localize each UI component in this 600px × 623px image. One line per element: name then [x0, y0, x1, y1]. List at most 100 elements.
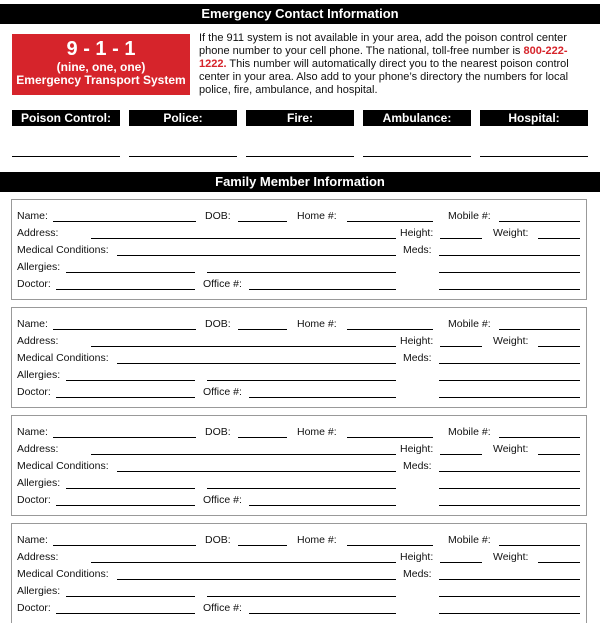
hospital-label: Hospital:: [480, 110, 588, 126]
height-label: Height:: [400, 335, 434, 347]
allergies-field-2[interactable]: [207, 488, 396, 489]
poison-control-field[interactable]: [12, 156, 120, 157]
name-field[interactable]: [53, 329, 196, 330]
allergies-label: Allergies:: [17, 369, 61, 381]
weight-field[interactable]: [538, 562, 580, 563]
medical-conditions-field[interactable]: [117, 471, 396, 472]
dob-field[interactable]: [238, 221, 287, 222]
height-field[interactable]: [440, 562, 482, 563]
fire-label: Fire:: [246, 110, 354, 126]
family-member-header: Family Member Information: [0, 172, 600, 192]
weight-label: Weight:: [493, 335, 529, 347]
dob-field[interactable]: [238, 437, 287, 438]
extra-field[interactable]: [439, 272, 580, 273]
home-label: Home #:: [297, 426, 337, 438]
dob-label: DOB:: [205, 426, 231, 438]
poison-control-phone: 800-222-1222.: [199, 45, 568, 70]
home-phone-field[interactable]: [347, 329, 433, 330]
allergies-field[interactable]: [66, 596, 195, 597]
name-label: Name:: [17, 210, 48, 222]
911-spelled: (nine, one, one): [56, 60, 146, 74]
home-phone-field[interactable]: [347, 545, 433, 546]
address-label: Address:: [17, 443, 59, 455]
extra-field[interactable]: [439, 380, 580, 381]
extra-field[interactable]: [439, 613, 580, 614]
emergency-contact-header: Emergency Contact Information: [0, 4, 600, 24]
fire-field[interactable]: [246, 156, 354, 157]
medical-conditions-label: Medical Conditions:: [17, 568, 109, 580]
poison-control-label: Poison Control:: [12, 110, 120, 126]
name-field[interactable]: [53, 221, 196, 222]
doctor-field[interactable]: [56, 397, 195, 398]
medical-conditions-field[interactable]: [117, 255, 396, 256]
ambulance-field[interactable]: [363, 156, 471, 157]
address-field[interactable]: [91, 562, 396, 563]
office-phone-field[interactable]: [249, 397, 396, 398]
weight-field[interactable]: [538, 454, 580, 455]
name-label: Name:: [17, 534, 48, 546]
meds-field[interactable]: [439, 471, 580, 472]
police-field[interactable]: [129, 156, 237, 157]
meds-field[interactable]: [439, 363, 580, 364]
name-field[interactable]: [53, 437, 196, 438]
extra-field[interactable]: [439, 505, 580, 506]
home-phone-field[interactable]: [347, 437, 433, 438]
office-phone-field[interactable]: [249, 505, 396, 506]
911-badge: 9 - 1 - 1 (nine, one, one) Emergency Tra…: [12, 34, 190, 95]
doctor-field[interactable]: [56, 289, 195, 290]
meds-label: Meds:: [403, 352, 432, 364]
allergies-label: Allergies:: [17, 477, 61, 489]
hospital-field[interactable]: [480, 156, 588, 157]
allergies-field[interactable]: [66, 380, 195, 381]
address-field[interactable]: [91, 238, 396, 239]
medical-conditions-field[interactable]: [117, 579, 396, 580]
mobile-phone-field[interactable]: [499, 437, 580, 438]
meds-label: Meds:: [403, 244, 432, 256]
allergies-field-2[interactable]: [207, 380, 396, 381]
mobile-phone-field[interactable]: [499, 545, 580, 546]
mobile-phone-field[interactable]: [499, 329, 580, 330]
office-label: Office #:: [203, 278, 242, 290]
allergies-field[interactable]: [66, 272, 195, 273]
extra-field[interactable]: [439, 397, 580, 398]
home-phone-field[interactable]: [347, 221, 433, 222]
extra-field[interactable]: [439, 289, 580, 290]
dob-label: DOB:: [205, 534, 231, 546]
doctor-field[interactable]: [56, 613, 195, 614]
meds-label: Meds:: [403, 568, 432, 580]
office-label: Office #:: [203, 494, 242, 506]
office-phone-field[interactable]: [249, 289, 396, 290]
name-field[interactable]: [53, 545, 196, 546]
doctor-label: Doctor:: [17, 278, 51, 290]
height-field[interactable]: [440, 238, 482, 239]
meds-field[interactable]: [439, 579, 580, 580]
intro-text: If the 911 system is not available in yo…: [199, 32, 569, 97]
mobile-phone-field[interactable]: [499, 221, 580, 222]
dob-field[interactable]: [238, 545, 287, 546]
height-label: Height:: [400, 551, 434, 563]
medical-conditions-label: Medical Conditions:: [17, 460, 109, 472]
height-field[interactable]: [440, 454, 482, 455]
allergies-label: Allergies:: [17, 585, 61, 597]
mobile-label: Mobile #:: [448, 318, 491, 330]
weight-field[interactable]: [538, 346, 580, 347]
doctor-field[interactable]: [56, 505, 195, 506]
weight-label: Weight:: [493, 443, 529, 455]
dob-field[interactable]: [238, 329, 287, 330]
medical-conditions-label: Medical Conditions:: [17, 244, 109, 256]
medical-conditions-label: Medical Conditions:: [17, 352, 109, 364]
medical-conditions-field[interactable]: [117, 363, 396, 364]
weight-label: Weight:: [493, 227, 529, 239]
meds-field[interactable]: [439, 255, 580, 256]
address-field[interactable]: [91, 346, 396, 347]
extra-field[interactable]: [439, 596, 580, 597]
address-field[interactable]: [91, 454, 396, 455]
extra-field[interactable]: [439, 488, 580, 489]
office-phone-field[interactable]: [249, 613, 396, 614]
weight-field[interactable]: [538, 238, 580, 239]
height-field[interactable]: [440, 346, 482, 347]
allergies-field[interactable]: [66, 488, 195, 489]
allergies-field-2[interactable]: [207, 272, 396, 273]
911-number: 9 - 1 - 1: [66, 38, 136, 60]
allergies-field-2[interactable]: [207, 596, 396, 597]
